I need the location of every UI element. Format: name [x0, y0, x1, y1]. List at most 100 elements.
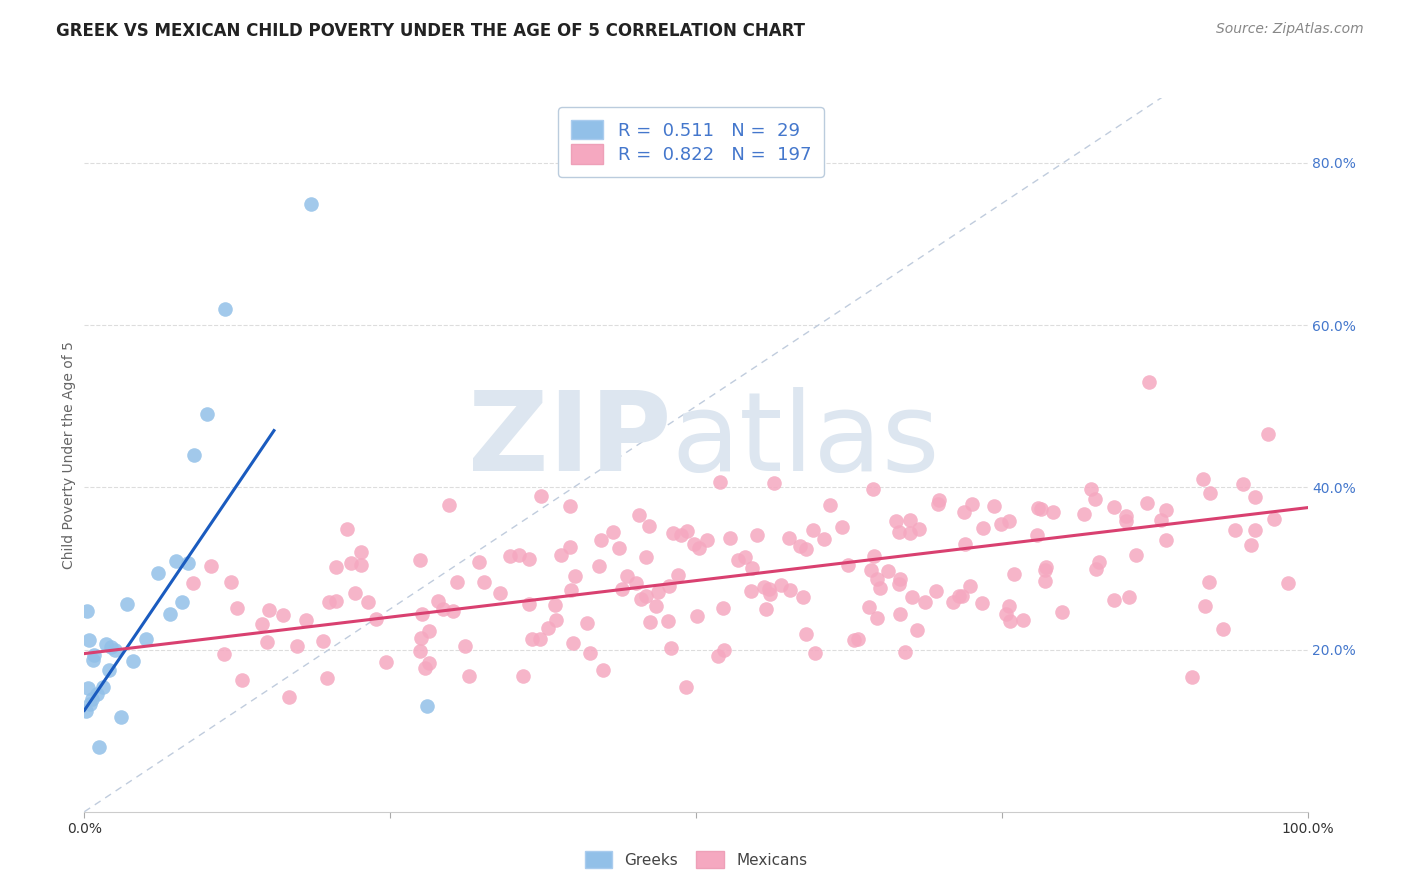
- Point: [214, 301, 236, 316]
- Point: [550, 549, 572, 563]
- Point: [869, 581, 891, 595]
- Point: [318, 595, 340, 609]
- Point: [146, 566, 169, 580]
- Point: [441, 604, 464, 618]
- Point: [752, 581, 775, 595]
- Point: [1240, 538, 1263, 552]
- Point: [446, 574, 468, 589]
- Text: GREEK VS MEXICAN CHILD POVERTY UNDER THE AGE OF 5 CORRELATION CHART: GREEK VS MEXICAN CHILD POVERTY UNDER THE…: [56, 22, 806, 40]
- Point: [801, 523, 824, 537]
- Point: [863, 549, 886, 563]
- Point: [529, 632, 551, 646]
- Point: [1033, 564, 1056, 578]
- Point: [1263, 512, 1285, 526]
- Point: [1198, 486, 1220, 500]
- Point: [517, 552, 540, 566]
- Point: [165, 554, 187, 568]
- Point: [983, 499, 1005, 513]
- Point: [675, 681, 697, 695]
- Point: [589, 533, 612, 547]
- Point: [1002, 567, 1025, 582]
- Point: [159, 607, 181, 621]
- Point: [427, 593, 450, 607]
- Point: [1181, 670, 1204, 684]
- Point: [316, 672, 339, 686]
- Point: [755, 602, 778, 616]
- Point: [1042, 505, 1064, 519]
- Point: [709, 475, 731, 489]
- Point: [1088, 555, 1111, 569]
- Text: atlas: atlas: [672, 387, 941, 494]
- Point: [602, 524, 624, 539]
- Point: [77, 681, 100, 696]
- Point: [889, 572, 911, 586]
- Point: [612, 582, 634, 597]
- Point: [659, 640, 682, 655]
- Point: [1125, 548, 1147, 562]
- Point: [707, 649, 730, 664]
- Point: [662, 525, 685, 540]
- Point: [894, 645, 917, 659]
- Point: [831, 520, 853, 534]
- Point: [758, 587, 780, 601]
- Point: [564, 569, 586, 583]
- Text: Source: ZipAtlas.com: Source: ZipAtlas.com: [1216, 22, 1364, 37]
- Point: [592, 663, 614, 677]
- Point: [80, 691, 103, 706]
- Point: [713, 643, 735, 657]
- Point: [1150, 513, 1173, 527]
- Point: [530, 489, 553, 503]
- Point: [889, 577, 911, 591]
- Point: [489, 586, 512, 600]
- Point: [250, 616, 273, 631]
- Point: [638, 519, 661, 533]
- Point: [960, 497, 983, 511]
- Point: [183, 448, 205, 462]
- Point: [499, 549, 522, 563]
- Point: [1050, 605, 1073, 619]
- Point: [374, 656, 396, 670]
- Point: [990, 516, 1012, 531]
- Point: [820, 498, 842, 512]
- Point: [1035, 559, 1057, 574]
- Point: [76, 604, 98, 618]
- Point: [688, 541, 710, 556]
- Point: [325, 559, 347, 574]
- Point: [634, 549, 657, 564]
- Point: [997, 599, 1019, 613]
- Point: [898, 513, 921, 527]
- Point: [1031, 502, 1053, 516]
- Point: [115, 598, 138, 612]
- Point: [928, 492, 950, 507]
- Point: [181, 576, 204, 591]
- Point: [558, 500, 581, 514]
- Point: [727, 553, 749, 567]
- Point: [994, 607, 1017, 621]
- Point: [683, 537, 706, 551]
- Point: [628, 508, 651, 522]
- Point: [898, 525, 921, 540]
- Point: [1257, 426, 1279, 441]
- Point: [79, 698, 101, 712]
- Point: [842, 632, 865, 647]
- Point: [950, 589, 973, 603]
- Point: [1232, 477, 1254, 491]
- Point: [86, 686, 108, 700]
- Point: [647, 585, 669, 599]
- Point: [876, 564, 898, 578]
- Point: [110, 710, 132, 724]
- Point: [350, 545, 373, 559]
- Point: [560, 582, 582, 597]
- Point: [900, 590, 922, 604]
- Point: [1104, 593, 1126, 607]
- Point: [409, 552, 432, 566]
- Point: [741, 561, 763, 575]
- Point: [887, 524, 910, 539]
- Point: [789, 539, 811, 553]
- Point: [1073, 508, 1095, 522]
- Point: [959, 579, 981, 593]
- Point: [200, 559, 222, 574]
- Point: [658, 579, 681, 593]
- Point: [104, 642, 127, 657]
- Point: [972, 520, 994, 534]
